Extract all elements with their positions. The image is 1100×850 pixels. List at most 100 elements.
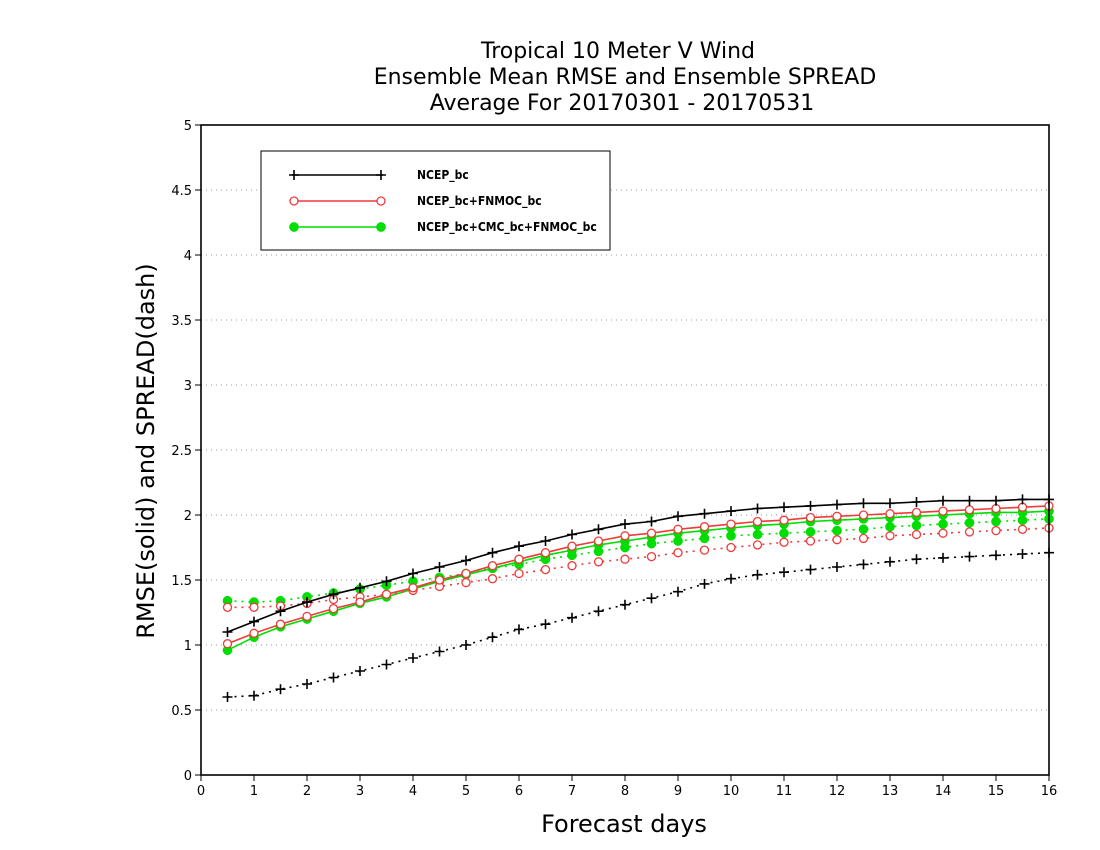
spread-point-ncep-bc [434, 646, 445, 657]
rmse-point-ncep-bc [673, 511, 683, 522]
spread-point-ncep-bc [328, 672, 339, 683]
spread-point-ncep-cmc-fnmoc [805, 527, 816, 537]
rmse-point-ncep-fnmoc [222, 639, 233, 649]
rmse-line-ncep-fnmoc [227, 505, 1050, 645]
spread-point-ncep-bc [673, 586, 683, 597]
spread-point-ncep-bc [540, 619, 551, 630]
x-tick-label: 0 [197, 784, 205, 799]
spread-point-ncep-cmc-fnmoc [964, 517, 975, 528]
rmse-point-ncep-bc [964, 495, 975, 506]
y-tick-label: 1 [184, 639, 192, 654]
spread-point-ncep-bc [381, 659, 392, 670]
y-tick-label: 2 [184, 509, 192, 524]
legend-marker-ncep-bc [376, 170, 386, 180]
spread-point-ncep-bc [938, 552, 948, 563]
rmse-point-ncep-bc [302, 597, 312, 608]
spread-point-ncep-bc [355, 666, 365, 676]
rmse-point-ncep-bc [646, 516, 657, 527]
rmse-point-ncep-bc [222, 627, 233, 637]
rmse-point-ncep-fnmoc [355, 597, 365, 607]
y-tick-label: 3 [184, 379, 192, 394]
rmse-point-ncep-fnmoc [779, 515, 789, 525]
rmse-point-ncep-fnmoc [514, 554, 524, 564]
spread-point-ncep-bc [752, 569, 763, 580]
rmse-point-ncep-fnmoc [964, 505, 975, 515]
spread-point-ncep-cmc-fnmoc [991, 516, 1001, 527]
spread-point-ncep-fnmoc [964, 527, 975, 537]
rmse-point-ncep-fnmoc [673, 524, 683, 534]
rmse-line-ncep-bc [227, 498, 1049, 633]
x-tick-label: 14 [935, 784, 952, 799]
spread-point-ncep-fnmoc [752, 540, 763, 550]
spread-point-ncep-fnmoc [805, 536, 816, 546]
legend-marker-ncep-bc [289, 170, 299, 180]
rmse-point-ncep-fnmoc [699, 522, 710, 532]
spread-point-ncep-bc [593, 606, 604, 617]
x-axis-label: Forecast days [541, 810, 707, 838]
spread-point-ncep-fnmoc [885, 531, 895, 541]
spread-point-ncep-fnmoc [646, 551, 657, 562]
spread-point-ncep-fnmoc [858, 533, 869, 544]
rmse-point-ncep-fnmoc [434, 575, 445, 585]
rmse-point-ncep-fnmoc [275, 619, 286, 629]
rmse-point-ncep-bc [726, 506, 736, 517]
y-tick-label: 4 [184, 249, 192, 264]
rmse-point-ncep-bc [620, 519, 630, 530]
plot-frame [200, 124, 1050, 776]
spread-point-ncep-cmc-fnmoc [752, 529, 763, 540]
rmse-point-ncep-fnmoc [726, 519, 736, 529]
y-tick-label: 0.5 [171, 704, 192, 719]
rmse-point-ncep-bc [991, 495, 1001, 506]
rmse-point-ncep-bc [487, 547, 498, 558]
rmse-point-ncep-fnmoc [540, 548, 551, 558]
legend: NCEP_bc NCEP_bc+FNMOC_bc NCEP_bc+CMC_bc+… [260, 150, 611, 251]
axis-ticks: 00.511.522.533.544.550 1 2 3 4 5 6 7 8 9 10 11 12 13 1… [171, 119, 1057, 799]
spread-point-ncep-fnmoc [222, 602, 233, 612]
rmse-point-ncep-bc [805, 500, 816, 511]
grid-lines [201, 189, 1049, 711]
spread-point-ncep-bc [461, 640, 471, 650]
spread-point-ncep-fnmoc [249, 602, 259, 612]
spread-point-ncep-bc [620, 599, 630, 610]
y-tick-label: 5 [184, 119, 192, 134]
spread-line-ncep-fnmoc [227, 527, 1050, 609]
rmse-point-ncep-bc [249, 616, 259, 627]
x-tick-label: 12 [829, 784, 846, 799]
spread-point-ncep-bc [911, 554, 922, 565]
rmse-point-ncep-fnmoc [938, 506, 948, 516]
spread-point-ncep-bc [487, 632, 498, 643]
spread-line-ncep-bc [227, 551, 1050, 698]
rmse-point-ncep-bc [567, 529, 577, 540]
rmse-point-ncep-fnmoc [1017, 502, 1028, 512]
x-tick-label: 3 [356, 784, 364, 799]
rmse-point-ncep-fnmoc [911, 507, 922, 518]
spread-point-ncep-fnmoc [514, 568, 524, 579]
rmse-line-ncep-cmc-fnmoc [227, 510, 1050, 651]
rmse-point-ncep-bc [461, 555, 471, 566]
rmse-point-ncep-fnmoc [249, 628, 259, 638]
legend-marker-ncep-cmc-fnmoc [376, 222, 386, 232]
rmse-point-ncep-bc [275, 606, 286, 617]
x-tick-label: 13 [882, 784, 899, 799]
legend-label-ncep-bc: NCEP_bc [417, 168, 469, 183]
spread-point-ncep-fnmoc [832, 535, 842, 545]
spread-point-ncep-fnmoc [593, 557, 604, 567]
rmse-point-ncep-bc [832, 499, 842, 510]
rmse-point-ncep-bc [328, 589, 339, 600]
rmse-point-ncep-bc [593, 524, 604, 535]
spread-point-ncep-bc [249, 690, 259, 701]
rmse-point-ncep-fnmoc [461, 568, 471, 579]
x-tick-label: 8 [621, 784, 629, 799]
spread-point-ncep-fnmoc [699, 545, 710, 555]
spread-point-ncep-fnmoc [726, 542, 736, 553]
spread-point-ncep-fnmoc [1017, 524, 1028, 534]
spread-point-ncep-bc [699, 578, 710, 589]
rmse-point-ncep-fnmoc [408, 583, 418, 593]
rmse-point-ncep-bc [911, 497, 922, 507]
spread-point-ncep-bc [646, 593, 657, 604]
rmse-point-ncep-fnmoc [858, 510, 869, 520]
spread-point-ncep-bc [302, 679, 312, 689]
chart-title-line-2: Ensemble Mean RMSE and Ensemble SPREAD [374, 65, 877, 90]
legend-marker-ncep-fnmoc [376, 196, 386, 206]
